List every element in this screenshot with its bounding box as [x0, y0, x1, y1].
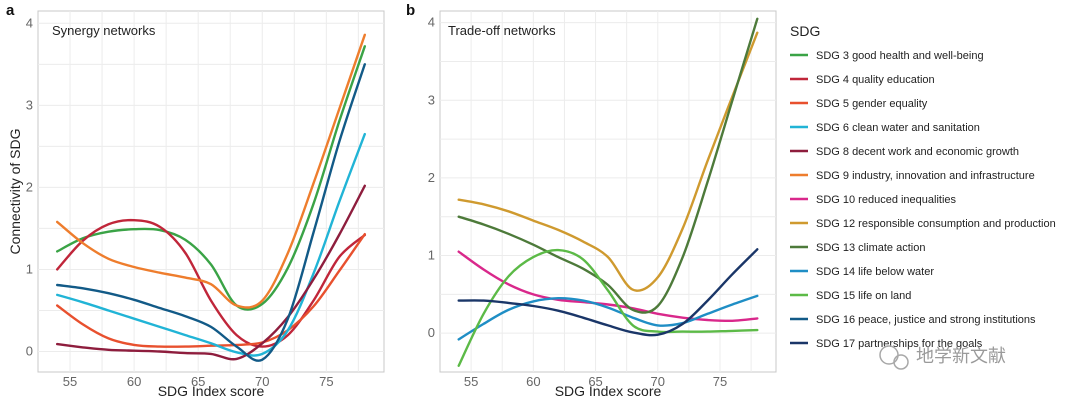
- x-tick-label: 65: [191, 374, 205, 389]
- y-axis-title: Connectivity of SDG: [7, 128, 23, 254]
- watermark: 地学新文献: [879, 345, 1006, 370]
- series-line-sdg-3-good-health-and-well-being: [56, 45, 366, 311]
- x-tick-label: 70: [651, 374, 665, 389]
- legend-label-sdg-14-life-below-water: SDG 14 life below water: [816, 266, 934, 278]
- legend-label-sdg-13-climate-action: SDG 13 climate action: [816, 242, 925, 254]
- legend-label-sdg-9-industry-innovation-and-infrastructure: SDG 9 industry, innovation and infrastru…: [816, 170, 1035, 182]
- plot-area: [37, 10, 385, 373]
- plot-area: [439, 10, 777, 373]
- series-line-sdg-9-industry-innovation-and-infrastructure: [56, 33, 366, 309]
- series-line-sdg-14-life-below-water: [457, 294, 759, 341]
- wechat-icon-bubble: [893, 354, 909, 370]
- legend-label-sdg-10-reduced-inequalities: SDG 10 reduced inequalities: [816, 194, 957, 206]
- legend-label-sdg-8-decent-work-and-economic-growth: SDG 8 decent work and economic growth: [816, 146, 1019, 158]
- panel-title: Synergy networks: [52, 23, 156, 38]
- series-line-sdg-12-responsible-consumption-and-production: [457, 31, 759, 292]
- legend-label-sdg-17-partnerships-for-the-goals: SDG 17 partnerships for the goals: [816, 338, 983, 350]
- series-line-sdg-4-quality-education: [56, 218, 366, 348]
- y-tick-label: 1: [26, 261, 33, 276]
- y-tick-label: 0: [26, 343, 33, 358]
- x-tick-label: 60: [127, 374, 141, 389]
- series-line-sdg-16-peace-justice-and-strong-institutions: [56, 63, 366, 362]
- y-tick-label: 0: [428, 325, 435, 340]
- y-tick-label: 2: [428, 170, 435, 185]
- series-line-sdg-17-partnerships-for-the-goals: [457, 248, 759, 337]
- watermark-text: 地学新文献: [916, 346, 1006, 366]
- x-tick-label: 70: [255, 374, 269, 389]
- y-tick-label: 3: [428, 92, 435, 107]
- x-tick-label: 75: [713, 374, 727, 389]
- y-tick-label: 4: [428, 15, 435, 30]
- legend-label-sdg-15-life-on-land: SDG 15 life on land: [816, 290, 911, 302]
- legend-label-sdg-6-clean-water-and-sanitation: SDG 6 clean water and sanitation: [816, 122, 980, 134]
- legend-label-sdg-3-good-health-and-well-being: SDG 3 good health and well-being: [816, 50, 984, 62]
- panel-letter-a: a: [6, 2, 15, 19]
- x-tick-label: 60: [526, 374, 540, 389]
- y-tick-label: 2: [26, 179, 33, 194]
- series-line-sdg-5-gender-equality: [56, 233, 366, 348]
- series-line-sdg-15-life-on-land: [457, 248, 759, 367]
- legend-label-sdg-5-gender-equality: SDG 5 gender equality: [816, 98, 928, 110]
- x-axis-title: SDG Index score: [158, 383, 265, 399]
- series-line-sdg-13-climate-action: [457, 17, 759, 314]
- y-tick-label: 4: [26, 15, 33, 30]
- y-tick-label: 1: [428, 248, 435, 263]
- legend-title: SDG: [790, 23, 820, 39]
- series-line-sdg-10-reduced-inequalities: [457, 250, 759, 323]
- y-tick-label: 3: [26, 97, 33, 112]
- series-line-sdg-8-decent-work-and-economic-growth: [56, 184, 366, 361]
- panel-letter-b: b: [406, 2, 415, 19]
- x-axis-title: SDG Index score: [555, 383, 662, 399]
- legend-label-sdg-12-responsible-consumption-and-production: SDG 12 responsible consumption and produ…: [816, 218, 1056, 230]
- x-tick-label: 65: [588, 374, 602, 389]
- series-line-sdg-6-clean-water-and-sanitation: [56, 132, 366, 357]
- panel-title: Trade-off networks: [448, 23, 556, 38]
- x-tick-label: 55: [464, 374, 478, 389]
- x-tick-label: 55: [63, 374, 77, 389]
- legend-label-sdg-4-quality-education: SDG 4 quality education: [816, 74, 935, 86]
- legend: SDG SDG 3 good health and well-being SDG 4…: [790, 23, 1056, 350]
- panel-tradeoff: b 55 60 65 70 75 0 1 2 3 4 Trade-off networks SDG In…: [406, 2, 777, 399]
- x-tick-label: 75: [319, 374, 333, 389]
- legend-label-sdg-16-peace-justice-and-strong-institutions: SDG 16 peace, justice and strong institu…: [816, 314, 1036, 326]
- panel-synergy: a 55 60 65 70 75 0 1 2 3 4 Synergy networks SDG Inde…: [6, 2, 385, 399]
